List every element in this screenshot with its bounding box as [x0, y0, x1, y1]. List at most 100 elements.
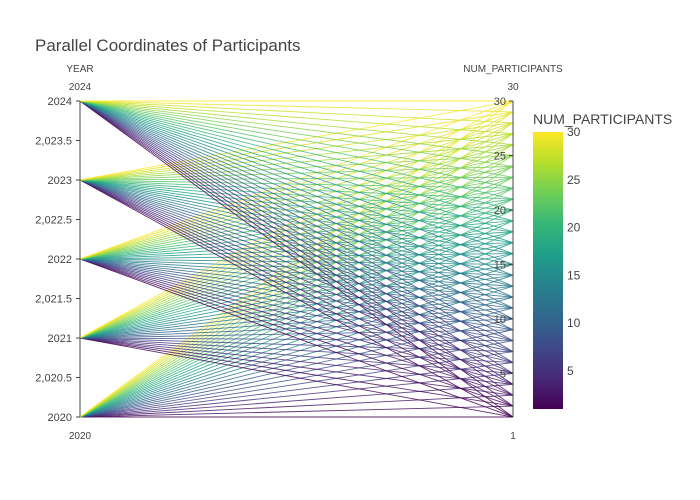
- data-line-2021-29: [79, 111, 514, 339]
- data-line-2022-16: [79, 253, 514, 260]
- data-line-2021-15: [79, 264, 514, 339]
- data-line-2024-12: [79, 100, 514, 298]
- data-line-2023-27: [79, 133, 514, 181]
- data-line-2021-4: [79, 337, 514, 385]
- axis-year: YEAR 2024 2020 20202,020.520212,021.5202…: [35, 64, 93, 442]
- data-line-2021-16: [79, 253, 514, 339]
- axis-year-tick-label: 2020: [48, 412, 72, 424]
- data-line-2020-21: [79, 198, 514, 418]
- data-line-2021-21: [79, 198, 514, 339]
- data-line-2020-22: [79, 187, 514, 418]
- data-line-2024-17: [79, 100, 514, 244]
- data-line-2022-30: [79, 100, 514, 260]
- axis-participants: NUM_PARTICIPANTS 30 1 5 10 15 20 25 30: [463, 64, 563, 442]
- data-line-2021-7: [79, 337, 514, 353]
- data-line-2022-21: [79, 198, 514, 260]
- data-line-2022-25: [79, 155, 514, 260]
- data-line-2021-12: [79, 296, 514, 339]
- colorbar-tick-label: 30: [567, 125, 581, 139]
- data-line-2022-4: [79, 258, 514, 385]
- data-line-2022-27: [79, 133, 514, 260]
- data-line-2024-7: [79, 100, 514, 353]
- colorbar-tick-label: 25: [567, 173, 581, 187]
- data-line-2020-20: [79, 209, 514, 418]
- data-line-2022-6: [79, 258, 514, 363]
- data-line-2022-18: [79, 231, 514, 260]
- colorbar-tick-label: 10: [567, 316, 581, 330]
- data-line-2022-17: [79, 242, 514, 260]
- colorbar-tick-label: 15: [567, 268, 581, 282]
- axis-year-tick-label: 2022: [48, 254, 72, 266]
- axis-participants-tick-label: 30: [494, 96, 506, 108]
- data-line-2020-4: [79, 383, 514, 418]
- data-line-2020-27: [79, 133, 514, 418]
- data-line-2022-10: [79, 258, 514, 320]
- data-line-2020-10: [79, 318, 514, 418]
- data-line-2022-14: [79, 258, 514, 276]
- data-line-2023-13: [79, 179, 514, 287]
- data-line-2021-22: [79, 187, 514, 339]
- data-line-2024-22: [79, 100, 514, 189]
- data-line-2023-22: [79, 179, 514, 189]
- data-line-2024-6: [79, 100, 514, 363]
- data-line-2024-9: [79, 100, 514, 331]
- data-line-2020-11: [79, 307, 514, 418]
- data-line-2023-16: [79, 179, 514, 254]
- data-line-2024-28: [79, 100, 514, 124]
- data-line-2021-11: [79, 307, 514, 339]
- data-line-2024-16: [79, 100, 514, 254]
- data-line-2021-2: [79, 337, 514, 407]
- data-line-2024-19: [79, 100, 514, 222]
- data-line-2023-7: [79, 179, 514, 353]
- data-line-2020-12: [79, 296, 514, 418]
- data-line-2024-1: [79, 100, 514, 418]
- data-line-2024-24: [79, 100, 514, 167]
- axis-year-tick-label: 2023: [48, 175, 72, 187]
- data-line-2022-13: [79, 258, 514, 287]
- data-line-2023-12: [79, 179, 514, 298]
- axis-participants-title[interactable]: NUM_PARTICIPANTS: [463, 64, 563, 75]
- data-line-2024-10: [79, 100, 514, 320]
- lines-layer: [79, 100, 514, 418]
- data-line-2021-1: [79, 337, 514, 418]
- data-line-2021-23: [79, 176, 514, 339]
- data-line-2020-8: [79, 340, 514, 418]
- data-line-2024-18: [79, 100, 514, 233]
- data-line-2020-29: [79, 111, 514, 418]
- data-line-2023-5: [79, 179, 514, 374]
- data-line-2021-26: [79, 144, 514, 339]
- axis-participants-tick-label: 5: [500, 368, 506, 380]
- data-line-2020-16: [79, 253, 514, 418]
- axis-year-title[interactable]: YEAR: [66, 64, 93, 75]
- axis-participants-tick-label: 10: [494, 314, 506, 326]
- data-line-2024-29: [79, 100, 514, 113]
- data-line-2022-29: [79, 111, 514, 260]
- data-line-2022-26: [79, 144, 514, 260]
- axis-year-ticks: 2020 2,020.5 2021 2,021.5 2022 2,022.5 2023 2,0…: [35, 96, 80, 424]
- data-line-2023-2: [79, 179, 514, 407]
- data-line-2023-3: [79, 179, 514, 396]
- data-line-2021-9: [79, 329, 514, 339]
- data-line-2023-8: [79, 179, 514, 342]
- data-line-2021-14: [79, 274, 514, 339]
- colorbar-tick-label: 20: [567, 221, 581, 235]
- data-line-2023-19: [79, 179, 514, 222]
- data-line-2024-23: [79, 100, 514, 178]
- data-line-2021-20: [79, 209, 514, 339]
- data-line-2020-25: [79, 155, 514, 418]
- data-line-2023-24: [79, 165, 514, 181]
- data-line-2021-6: [79, 337, 514, 363]
- axis-year-tick-label: 2024: [48, 96, 72, 108]
- data-line-2023-26: [79, 144, 514, 181]
- data-line-2022-19: [79, 220, 514, 260]
- data-line-2021-3: [79, 337, 514, 396]
- data-line-2020-13: [79, 285, 514, 418]
- data-line-2023-15: [79, 179, 514, 265]
- axis-participants-tick-label: 20: [494, 205, 506, 217]
- data-line-2024-8: [79, 100, 514, 342]
- data-line-2021-24: [79, 165, 514, 339]
- data-line-2023-9: [79, 179, 514, 331]
- colorbar-ticks: 5 10 15 20 25 30: [567, 125, 581, 378]
- data-line-2021-19: [79, 220, 514, 339]
